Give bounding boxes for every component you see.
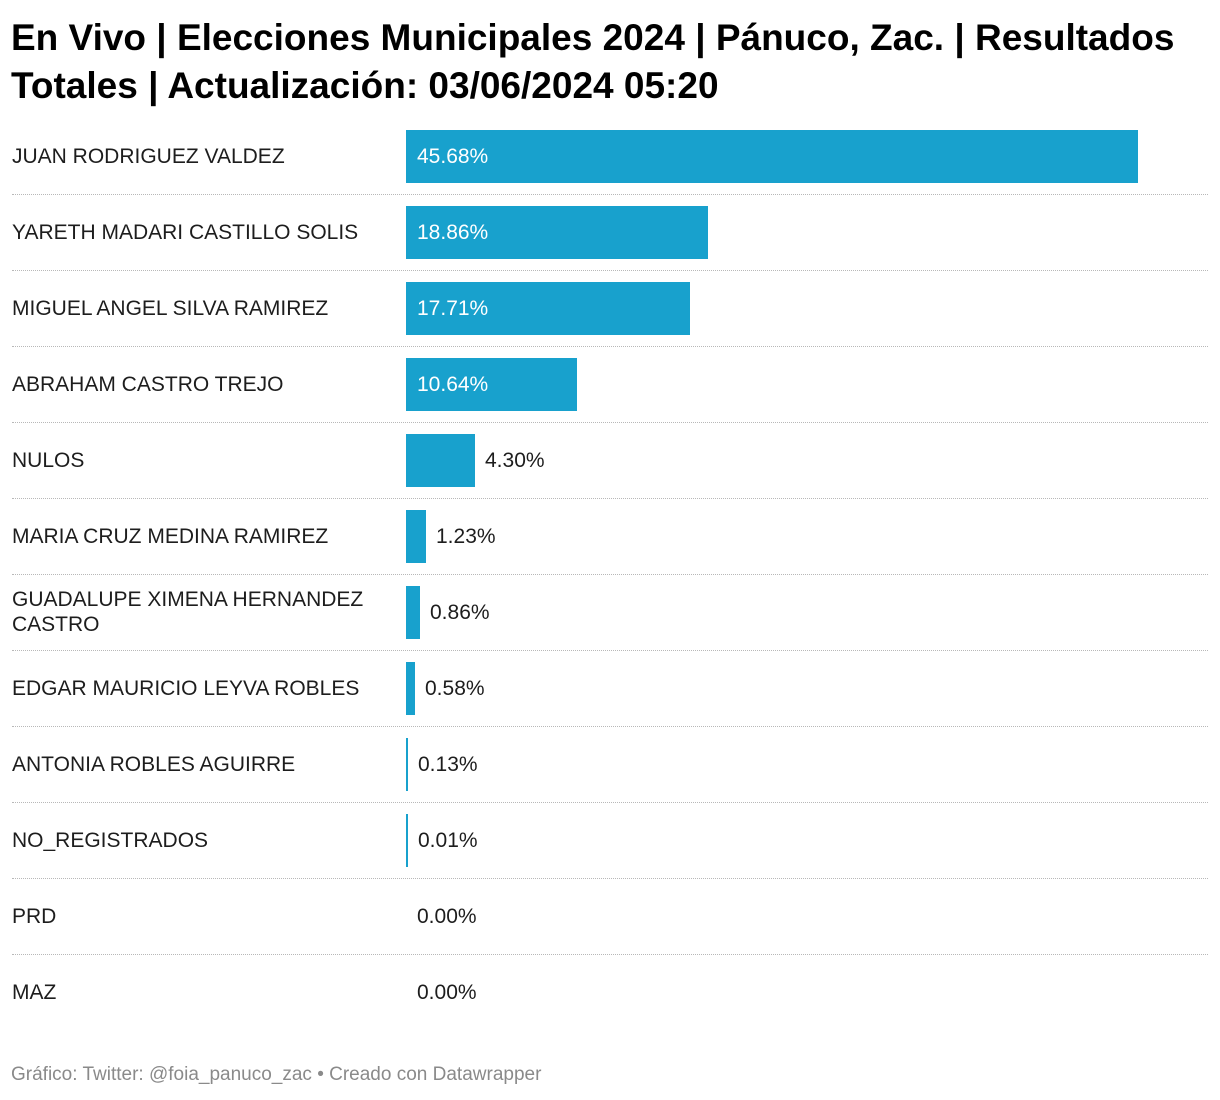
- category-label: PRD: [12, 904, 57, 928]
- category-label: NULOS: [12, 448, 85, 472]
- category-label: ANTONIA ROBLES AGUIRRE: [12, 752, 296, 776]
- chart-row: NULOS 4.30%: [0, 422, 1220, 498]
- category-label: YARETH MADARI CASTILLO SOLIS: [12, 220, 359, 244]
- bar: [406, 282, 690, 335]
- category-label: MAZ: [12, 980, 57, 1004]
- chart-row: NO_REGISTRADOS 0.01%: [0, 802, 1220, 878]
- category-label: GUADALUPE XIMENA HERNANDEZ CASTRO: [12, 588, 364, 636]
- row-separator: [12, 194, 1208, 195]
- row-separator: [12, 498, 1208, 499]
- chart-title: En Vivo | Elecciones Municipales 2024 | …: [11, 17, 1175, 106]
- row-separator: [12, 802, 1208, 803]
- row-separator: [12, 422, 1208, 423]
- category-label: NO_REGISTRADOS: [12, 828, 209, 852]
- value-label: 17.71%: [417, 296, 489, 320]
- chart-row: MIGUEL ANGEL SILVA RAMIREZ 17.71%: [0, 270, 1220, 346]
- chart-footer: Gráfico: Twitter: @foia_panuco_zac • Cre…: [11, 1064, 542, 1085]
- chart-row: YARETH MADARI CASTILLO SOLIS 18.86%: [0, 194, 1220, 270]
- value-label: 4.30%: [485, 448, 545, 472]
- chart-row: MAZ 0.00%: [0, 954, 1220, 1030]
- bar: [406, 130, 1138, 183]
- bar: [406, 358, 577, 411]
- row-separator: [12, 726, 1208, 727]
- category-label: JUAN RODRIGUEZ VALDEZ: [12, 144, 285, 168]
- bar: [406, 662, 415, 715]
- bar: [406, 586, 420, 639]
- row-separator: [12, 270, 1208, 271]
- bar: [406, 206, 708, 259]
- row-separator: [12, 650, 1208, 651]
- value-label: 0.01%: [418, 828, 478, 852]
- row-separator: [12, 954, 1208, 955]
- category-label: MIGUEL ANGEL SILVA RAMIREZ: [12, 296, 329, 320]
- category-label: MARIA CRUZ MEDINA RAMIREZ: [12, 524, 329, 548]
- category-label: EDGAR MAURICIO LEYVA ROBLES: [12, 676, 360, 700]
- value-label: 18.86%: [417, 220, 489, 244]
- value-label: 45.68%: [417, 144, 489, 168]
- value-label: 0.13%: [418, 752, 478, 776]
- value-label: 1.23%: [436, 524, 496, 548]
- value-label: 0.00%: [417, 904, 477, 928]
- chart-row: ANTONIA ROBLES AGUIRRE 0.13%: [0, 726, 1220, 802]
- row-separator: [12, 346, 1208, 347]
- value-label: 0.86%: [430, 600, 490, 624]
- value-label: 0.58%: [425, 676, 485, 700]
- bar: [406, 738, 408, 791]
- category-label: ABRAHAM CASTRO TREJO: [12, 372, 284, 396]
- bar: [406, 814, 408, 867]
- bar-chart: JUAN RODRIGUEZ VALDEZ 45.68% YARETH MADARI…: [0, 118, 1220, 1030]
- bar: [406, 434, 475, 487]
- row-separator: [12, 574, 1208, 575]
- chart-row: MARIA CRUZ MEDINA RAMIREZ 1.23%: [0, 498, 1220, 574]
- value-label: 0.00%: [417, 980, 477, 1004]
- bar: [406, 510, 426, 563]
- row-separator: [12, 878, 1208, 879]
- chart-row: EDGAR MAURICIO LEYVA ROBLES 0.58%: [0, 650, 1220, 726]
- chart-row: GUADALUPE XIMENA HERNANDEZ CASTRO 0.86%: [0, 574, 1220, 650]
- chart-row: PRD 0.00%: [0, 878, 1220, 954]
- chart-row: JUAN RODRIGUEZ VALDEZ 45.68%: [0, 118, 1220, 194]
- value-label: 10.64%: [417, 372, 489, 396]
- chart-row: ABRAHAM CASTRO TREJO 10.64%: [0, 346, 1220, 422]
